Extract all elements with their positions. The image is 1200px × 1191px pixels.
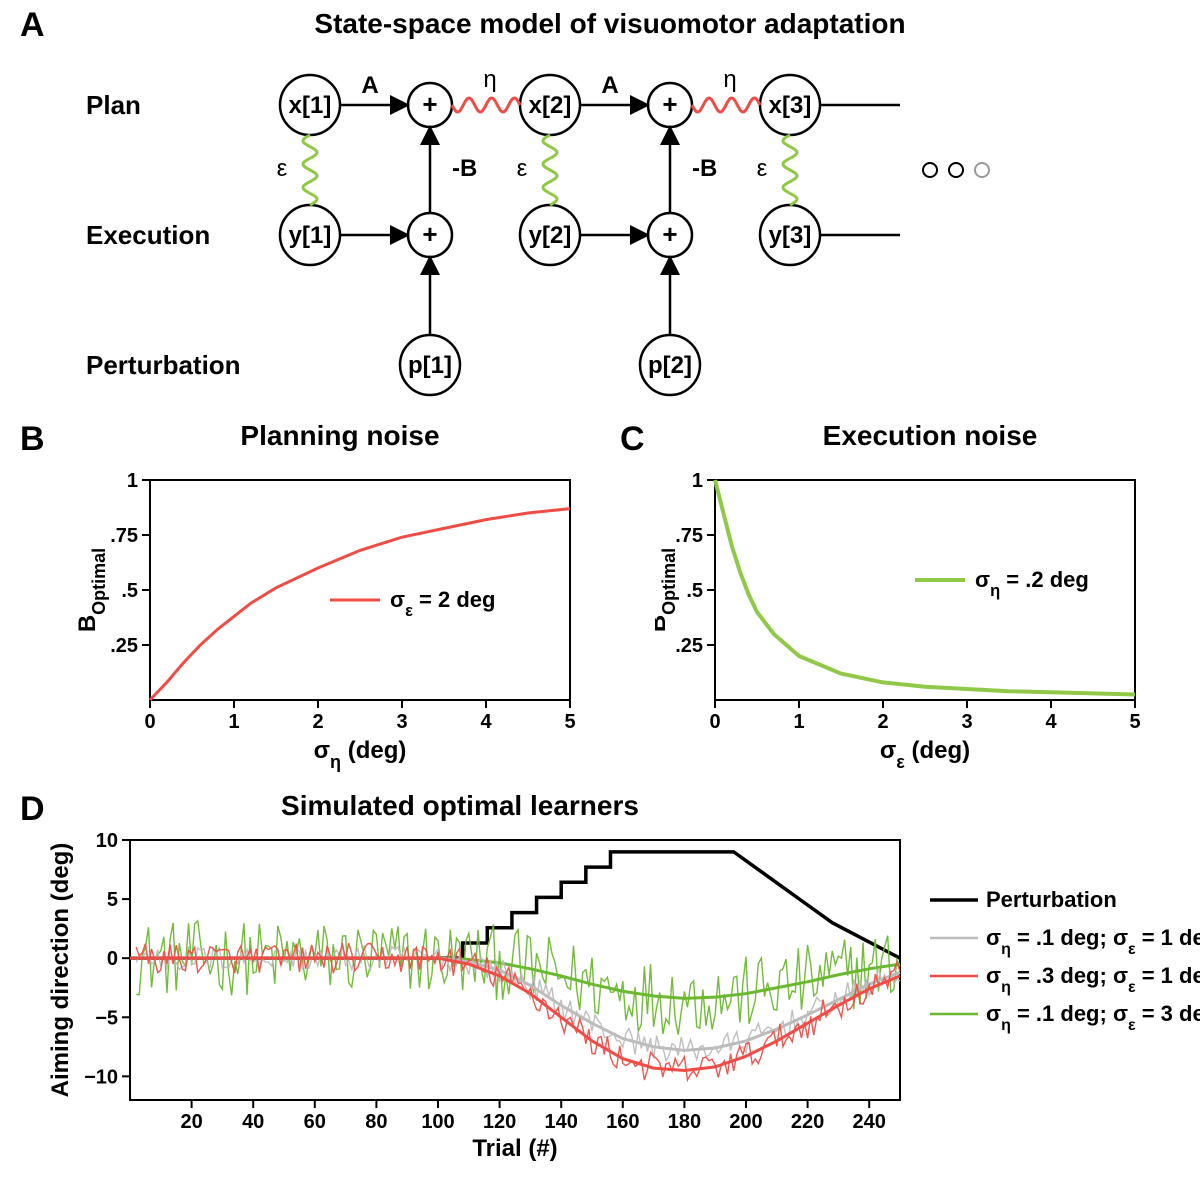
svg-text:y[1]: y[1] xyxy=(289,222,332,249)
svg-text:-B: -B xyxy=(452,155,477,182)
panel-c-label: C xyxy=(620,420,645,459)
svg-text:120: 120 xyxy=(483,1111,516,1133)
svg-text:140: 140 xyxy=(545,1111,578,1133)
svg-text:200: 200 xyxy=(729,1111,762,1133)
svg-text:.75: .75 xyxy=(110,525,138,547)
svg-text:60: 60 xyxy=(304,1111,326,1133)
panel-a-title: State-space model of visuomotor adaptati… xyxy=(260,8,960,40)
svg-text:ση = .3 deg; σε = 1 deg: ση = .3 deg; σε = 1 deg xyxy=(986,963,1200,996)
svg-text:ε: ε xyxy=(517,155,528,182)
panel-a-label: A xyxy=(20,6,45,45)
svg-text:A: A xyxy=(601,72,618,99)
panel-a-diagram: x[1] x[2] x[3] y[1] y[2] y[3] p[1] p[2] + + + + A Aη η… xyxy=(250,50,1150,420)
panel-b-title: Planning noise xyxy=(150,420,530,452)
svg-text:40: 40 xyxy=(242,1111,264,1133)
svg-text:-B: -B xyxy=(692,155,717,182)
svg-text:3: 3 xyxy=(396,711,407,733)
svg-text:.25: .25 xyxy=(110,635,138,657)
svg-text:σε = 2 deg: σε = 2 deg xyxy=(390,587,495,620)
figure-page: A State-space model of visuomotor adapta… xyxy=(0,0,1200,1191)
svg-text:20: 20 xyxy=(180,1111,202,1133)
svg-text:x[3]: x[3] xyxy=(769,92,812,119)
svg-text:η: η xyxy=(483,66,496,93)
svg-text:y[2]: y[2] xyxy=(529,222,572,249)
svg-text:x[2]: x[2] xyxy=(529,92,572,119)
svg-text:5: 5 xyxy=(107,889,118,911)
svg-text:.5: .5 xyxy=(121,580,138,602)
svg-text:η: η xyxy=(723,66,736,93)
svg-text:−10: −10 xyxy=(84,1066,118,1088)
row-pert-label: Perturbation xyxy=(86,350,241,381)
panel-d-label: D xyxy=(20,790,45,829)
svg-text:ση = .1 deg; σε = 3 deg: ση = .1 deg; σε = 3 deg xyxy=(986,1001,1200,1034)
svg-text:100: 100 xyxy=(421,1111,454,1133)
svg-text:BOptimal: BOptimal xyxy=(74,548,109,632)
svg-text:ε: ε xyxy=(757,155,768,182)
svg-text:Perturbation: Perturbation xyxy=(986,887,1117,912)
svg-text:2: 2 xyxy=(312,711,323,733)
svg-text:4: 4 xyxy=(1045,711,1057,733)
svg-text:5: 5 xyxy=(564,711,575,733)
svg-text:+: + xyxy=(422,219,437,249)
svg-text:ση = .2 deg: ση = .2 deg xyxy=(975,567,1089,600)
svg-text:3: 3 xyxy=(961,711,972,733)
svg-text:Aiming direction (deg): Aiming direction (deg) xyxy=(47,843,74,1098)
svg-text:0: 0 xyxy=(709,711,720,733)
svg-text:.75: .75 xyxy=(675,525,703,547)
svg-text:p[1]: p[1] xyxy=(408,352,452,379)
svg-text:Trial (#): Trial (#) xyxy=(472,1135,557,1162)
svg-text:240: 240 xyxy=(853,1111,886,1133)
svg-text:p[2]: p[2] xyxy=(648,352,692,379)
svg-text:5: 5 xyxy=(1129,711,1140,733)
svg-text:ση (deg): ση (deg) xyxy=(314,737,407,772)
panel-d-chart: 20 40 60 80 100 120 140 160 180 200 220 240 −10 −5 0 5 1… xyxy=(40,830,940,1180)
svg-text:0: 0 xyxy=(107,948,118,970)
svg-text:10: 10 xyxy=(96,830,118,852)
row-exec-label: Execution xyxy=(86,220,210,251)
svg-text:80: 80 xyxy=(365,1111,387,1133)
svg-text:1: 1 xyxy=(127,470,138,492)
svg-text:−5: −5 xyxy=(95,1007,118,1029)
svg-text:0: 0 xyxy=(144,711,155,733)
svg-text:4: 4 xyxy=(480,711,492,733)
svg-text:160: 160 xyxy=(606,1111,639,1133)
panel-b-chart: 0 1 2 3 4 5 .25 .5 .75 1 ση (deg) BOptimal σε = 2 de… xyxy=(70,460,600,780)
svg-text:.25: .25 xyxy=(675,635,703,657)
svg-text:1: 1 xyxy=(692,470,703,492)
svg-text:220: 220 xyxy=(791,1111,824,1133)
panel-c-chart: 0 1 2 3 4 5 .25 .5 .75 1 σε (deg) BOptimal ση = .2 d… xyxy=(655,460,1185,780)
svg-text:ση = .1 deg; σε = 1 deg: ση = .1 deg; σε = 1 deg xyxy=(986,925,1200,958)
svg-text:1: 1 xyxy=(228,711,239,733)
svg-text:+: + xyxy=(662,89,677,119)
svg-text:.5: .5 xyxy=(686,580,703,602)
svg-text:σε (deg): σε (deg) xyxy=(880,737,970,772)
svg-text:+: + xyxy=(662,219,677,249)
svg-text:x[1]: x[1] xyxy=(289,92,332,119)
svg-text:BOptimal: BOptimal xyxy=(655,548,679,632)
svg-text:A: A xyxy=(361,72,378,99)
svg-text:ε: ε xyxy=(277,155,288,182)
svg-text:y[3]: y[3] xyxy=(769,222,812,249)
svg-text:+: + xyxy=(422,89,437,119)
panel-d-title: Simulated optimal learners xyxy=(180,790,740,822)
svg-text:2: 2 xyxy=(877,711,888,733)
panel-b-label: B xyxy=(20,420,45,459)
panel-c-title: Execution noise xyxy=(740,420,1120,452)
panel-d-legend: Perturbation ση = .1 deg; σε = 1 deg ση = … xyxy=(930,880,1200,1080)
row-plan-label: Plan xyxy=(86,90,141,121)
svg-text:180: 180 xyxy=(668,1111,701,1133)
svg-text:1: 1 xyxy=(793,711,804,733)
